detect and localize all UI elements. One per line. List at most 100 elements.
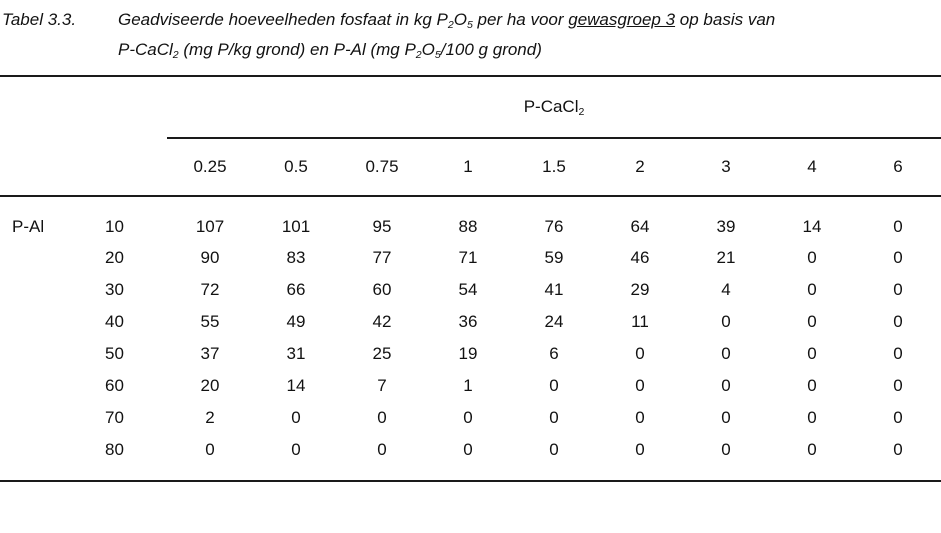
subscript-text: 2 [172,48,179,61]
column-header: 0.25 [167,138,253,197]
value-cell: 0 [549,408,559,427]
table-caption-text: Geadviseerde hoeveelheden fosfaat in kg … [118,6,941,66]
subscript-text: 5 [466,18,473,31]
value-cell: 25 [372,344,392,363]
value-cell: 0 [807,280,817,299]
value-cell: 0 [807,408,817,427]
value-cell: 11 [631,312,649,331]
value-cell: 0 [511,434,597,482]
value-cell: 19 [458,344,478,363]
value-cell: 0 [635,376,645,395]
value-cell: 54 [458,280,478,299]
value-cell: 0 [893,280,903,299]
value-cell: 0 [721,312,731,331]
value-cell: 0 [855,434,941,482]
value-cell: 0 [635,408,645,427]
value-cell: 21 [716,248,736,267]
value-cell: 0 [425,434,511,482]
value-cell: 0 [769,434,855,482]
subscript-text: 2 [578,105,585,118]
value-cell: 59 [544,248,564,267]
caption-line-1: Geadviseerde hoeveelheden fosfaat in kg … [118,6,941,36]
table-row: 80 0 0 0 0 0 0 0 0 0 [0,434,941,482]
value-cell: 29 [630,280,650,299]
value-cell: 0 [893,248,903,267]
value-cell: 107 [195,216,225,236]
value-cell: 37 [200,344,220,363]
text-segment: per ha voor [472,10,569,29]
value-cell: 0 [291,408,301,427]
subscript-text: 2 [447,18,454,31]
table-row: 40 55 49 42 36 24 11 0 0 0 [0,306,941,338]
value-cell: 83 [286,248,306,267]
value-cell: 71 [458,248,478,267]
subscript-text: 5 [434,48,441,61]
value-cell: 0 [893,408,903,427]
value-cell: 0 [377,408,387,427]
column-header: 0.75 [339,138,425,197]
value-cell: 46 [630,248,650,267]
row-header-pal: 30 [105,280,124,299]
table-row: 70 2 0 0 0 0 0 0 0 0 [0,402,941,434]
value-cell: 0 [463,408,473,427]
value-cell: 90 [200,248,220,267]
column-header: 0.5 [253,138,339,197]
row-axis-spacer [0,434,62,482]
value-cell: 4 [721,280,731,299]
table-row: 60 20 14 7 1 0 0 0 0 0 [0,370,941,402]
row-header-pal: 40 [105,312,124,331]
row-axis-spacer [0,306,62,338]
value-cell: 39 [716,216,736,236]
value-cell: 14 [286,376,306,395]
row-header-pal: 80 [62,434,167,482]
column-header: 2 [597,138,683,197]
value-cell: 77 [372,248,392,267]
value-cell: 2 [205,408,215,427]
text-segment: op basis van [675,10,776,29]
table-body: P-Al 10 107 101 95 88 76 64 39 14 0 20 90 83 77 71 59 46 2… [0,196,941,482]
value-cell: 0 [635,344,645,363]
value-cell: 0 [807,344,817,363]
value-cell: 0 [893,312,903,331]
column-header: 6 [855,138,941,197]
row-header-pal: 70 [105,408,124,427]
value-cell: 1 [463,376,473,395]
group-header-pcacl2: P-CaCl2 [167,75,941,139]
text-segment: /100 g grond) [440,40,542,59]
table-row: P-Al 10 107 101 95 88 76 64 39 14 0 [0,196,941,242]
table-row: 50 37 31 25 19 6 0 0 0 0 [0,338,941,370]
underlined-text: gewasgroep 3 [568,10,676,29]
value-cell: 88 [458,216,478,236]
text-segment: P-CaCl [523,97,579,116]
value-cell: 49 [286,312,306,331]
row-header-pal: 60 [105,376,124,395]
value-cell: 24 [544,312,564,331]
column-header-row: 0.25 0.5 0.75 1 1.5 2 3 4 6 [0,138,941,197]
value-cell: 76 [544,216,564,236]
value-cell: 60 [372,280,392,299]
row-axis-spacer [0,402,62,434]
row-header-pal: 10 [105,216,124,236]
value-cell: 64 [630,216,650,236]
value-cell: 0 [683,434,769,482]
table-row: 20 90 83 77 71 59 46 21 0 0 [0,242,941,274]
phosphate-advice-table: P-CaCl2 0.25 0.5 0.75 1 1.5 2 3 4 6 P-Al 10 107 101… [0,75,941,482]
value-cell: 36 [458,312,478,331]
value-cell: 0 [807,376,817,395]
column-header: 3 [683,138,769,197]
group-header-spacer [0,75,167,138]
value-cell: 0 [893,216,903,236]
value-cell: 14 [802,216,822,236]
text-segment: P-CaCl [118,40,173,59]
table-caption: Tabel 3.3. Geadviseerde hoeveelheden fos… [0,0,941,75]
value-cell: 0 [893,376,903,395]
row-axis-spacer [0,370,62,402]
value-cell: 0 [721,344,731,363]
value-cell: 0 [167,434,253,482]
value-cell: 0 [893,344,903,363]
table-row: 30 72 66 60 54 41 29 4 0 0 [0,274,941,306]
value-cell: 66 [286,280,306,299]
text-segment: Geadviseerde hoeveelheden fosfaat in kg … [118,10,448,29]
value-cell: 41 [544,280,564,299]
value-cell: 101 [281,216,311,236]
